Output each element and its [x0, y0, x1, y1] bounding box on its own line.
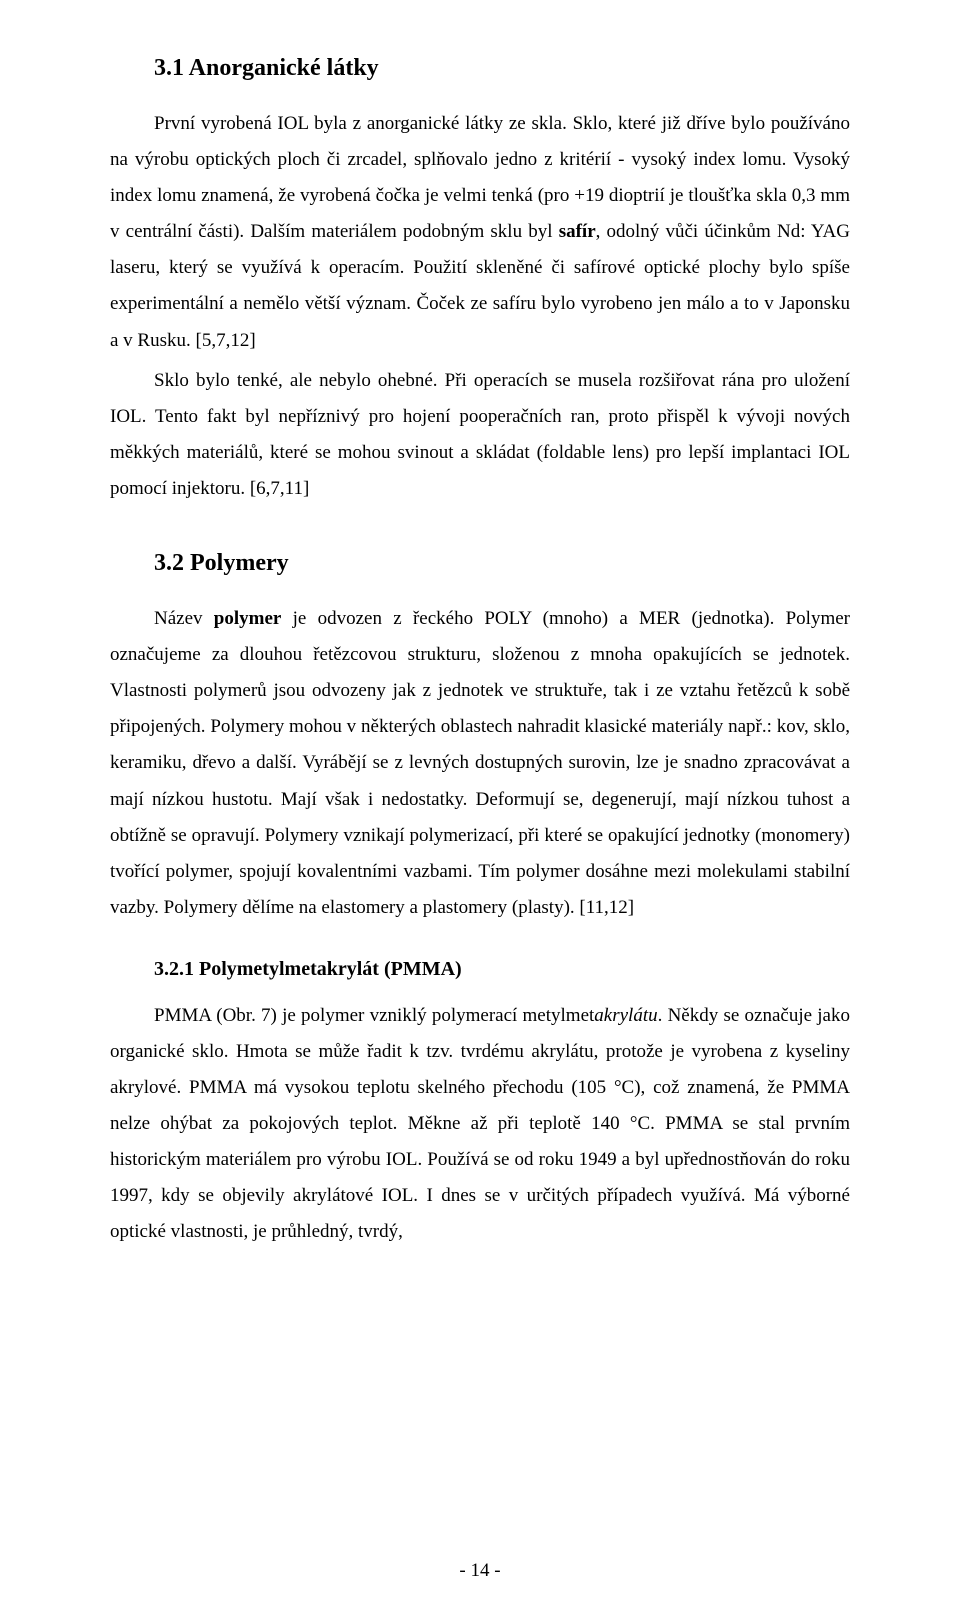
text: Název	[154, 608, 214, 629]
text: PMMA (Obr. 7) je polymer vzniklý polymer…	[154, 1005, 594, 1026]
page: 3.1 Anorganické látky První vyrobená IOL…	[0, 0, 960, 1610]
text: . Někdy se označuje jako organické sklo.…	[110, 1005, 850, 1243]
spacer	[110, 511, 850, 545]
para-3-2-a: Název polymer je odvozen z řeckého POLY …	[110, 601, 850, 926]
text: je odvozen z řeckého POLY (mnoho) a MER …	[110, 608, 850, 918]
heading-3-2: 3.2 Polymery	[110, 545, 850, 581]
para-3-1-b: Sklo bylo tenké, ale nebylo ohebné. Při …	[110, 363, 850, 507]
heading-3-1: 3.1 Anorganické látky	[110, 50, 850, 86]
term-safir: safír	[559, 221, 596, 242]
spacer	[110, 930, 850, 954]
heading-3-2-1: 3.2.1 Polymetylmetakrylát (PMMA)	[110, 954, 850, 984]
term-polymer: polymer	[214, 608, 282, 629]
para-3-2-1-a: PMMA (Obr. 7) je polymer vzniklý polymer…	[110, 998, 850, 1251]
page-number: - 14 -	[0, 1560, 960, 1582]
para-3-1-a: První vyrobená IOL byla z anorganické lá…	[110, 106, 850, 359]
term-akrylatu: akrylátu	[594, 1005, 657, 1026]
